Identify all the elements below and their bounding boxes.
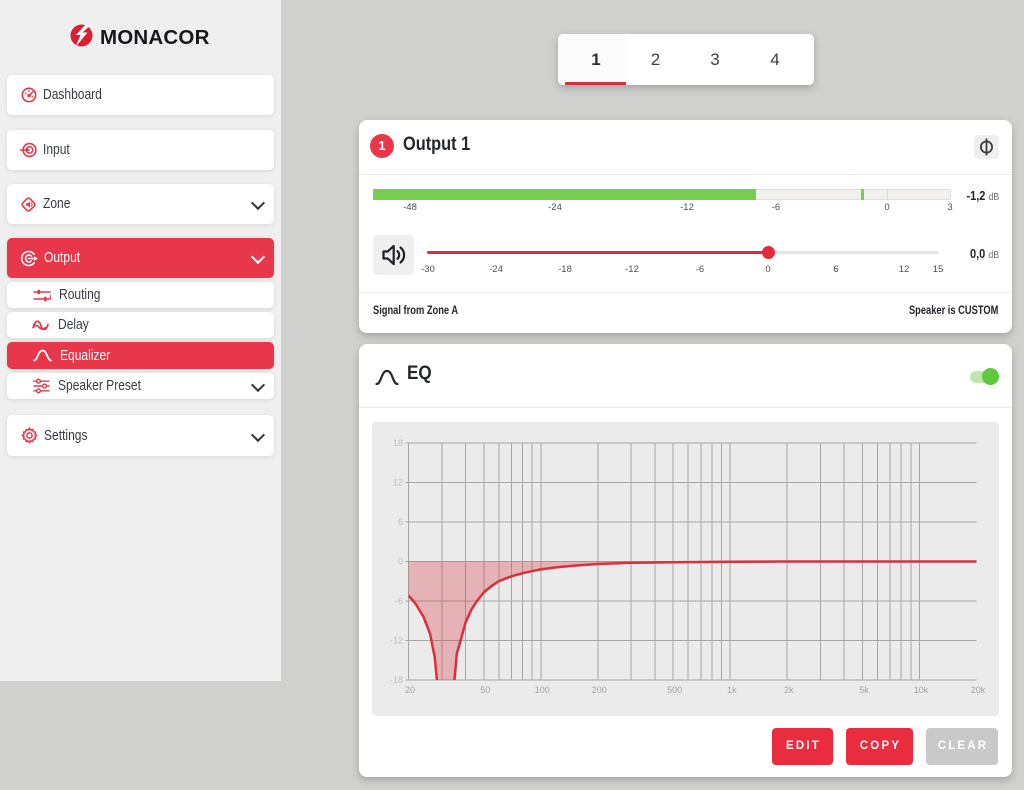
svg-text:50: 50 <box>480 685 490 695</box>
svg-text:0: 0 <box>398 557 403 567</box>
svg-text:10k: 10k <box>914 685 929 695</box>
svg-text:20: 20 <box>405 685 415 695</box>
svg-text:18: 18 <box>393 438 403 448</box>
svg-text:12: 12 <box>393 478 403 488</box>
svg-text:-18: -18 <box>390 675 403 685</box>
svg-text:1k: 1k <box>727 685 737 695</box>
svg-text:2k: 2k <box>784 685 794 695</box>
svg-text:5k: 5k <box>859 685 869 695</box>
svg-text:500: 500 <box>667 685 682 695</box>
svg-text:-12: -12 <box>390 636 403 646</box>
svg-text:20k: 20k <box>971 685 986 695</box>
svg-text:-6: -6 <box>395 596 403 606</box>
svg-text:6: 6 <box>398 517 403 527</box>
svg-text:200: 200 <box>592 685 607 695</box>
svg-text:100: 100 <box>535 685 550 695</box>
